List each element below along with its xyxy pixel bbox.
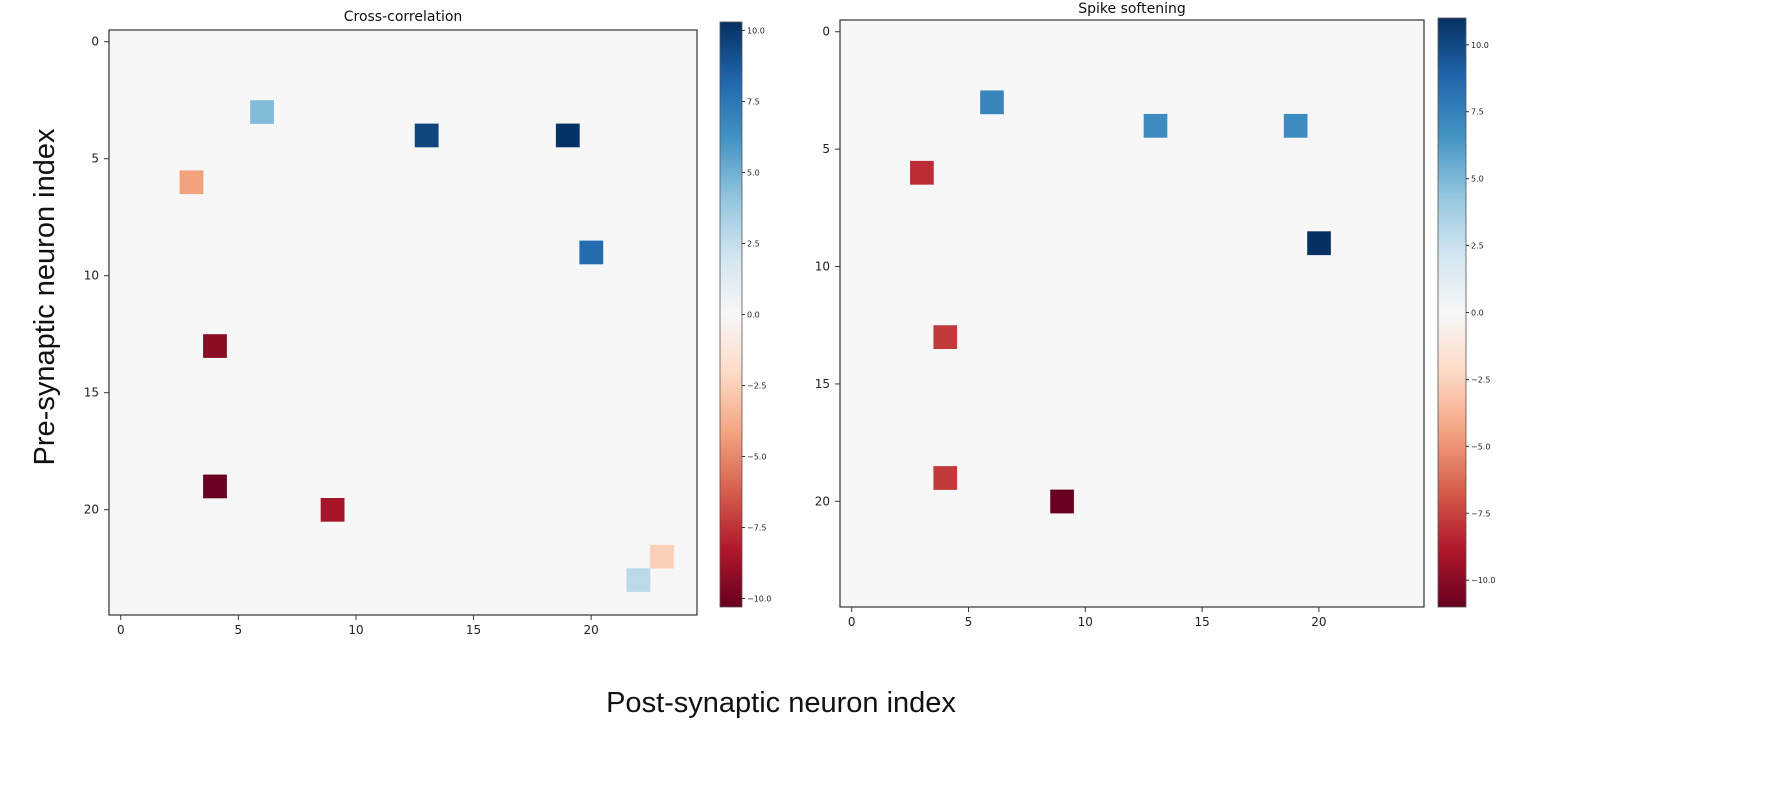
plot-frame — [839, 19, 1425, 608]
y-tick-label: 5 — [822, 142, 830, 156]
heatmap-cell — [414, 123, 439, 148]
x-tick-label: 20 — [584, 623, 599, 637]
colorbar — [719, 21, 743, 608]
y-tick-label: 10 — [815, 260, 830, 274]
x-tick-label: 0 — [117, 623, 125, 637]
heatmap-cell — [1050, 489, 1074, 514]
heatmap-cell — [910, 160, 934, 185]
heatmap-cell — [1307, 231, 1331, 256]
colorbar-tick-label: −10.0 — [747, 594, 772, 603]
colorbar-tick-label: 10.0 — [747, 27, 765, 36]
colorbar-tick-label: −7.5 — [1471, 509, 1490, 518]
heatmap-cell — [250, 100, 274, 124]
heatmap-cell — [1143, 113, 1168, 138]
colorbar-tick-label: −2.5 — [1471, 375, 1490, 384]
y-tick-label: 15 — [84, 386, 99, 400]
y-tick-label: 5 — [91, 152, 99, 166]
colorbar-tick-label: 5.0 — [747, 169, 760, 178]
x-tick-label: 15 — [1194, 615, 1209, 629]
colorbar-tick-label: 7.5 — [747, 98, 760, 107]
colorbar-tick-label: 0.0 — [1471, 309, 1484, 318]
heatmap-cell — [980, 90, 1004, 115]
heatmap-panel-2: Spike softening 0 5 10 15 20 0 5 10 15 20 10.0 7.5 5.… — [815, 1, 1496, 629]
heatmap-cell — [933, 466, 958, 490]
plot-frame — [108, 29, 698, 616]
y-tick-label: 0 — [822, 25, 830, 39]
y-tick-label: 10 — [84, 269, 99, 283]
x-tick-label: 10 — [1078, 615, 1093, 629]
heatmap-cell — [320, 498, 345, 522]
y-tick-label: 15 — [815, 377, 830, 391]
heatmap-cell — [555, 123, 580, 148]
y-tick-label: 20 — [84, 503, 99, 517]
colorbar — [1437, 17, 1467, 608]
heatmap-background — [840, 20, 1424, 607]
colorbar-tick-label: 7.5 — [1471, 108, 1484, 117]
heatmap-cell — [203, 334, 227, 358]
heatmap-cell — [203, 474, 227, 499]
chart-title: Spike softening — [1078, 1, 1186, 17]
x-tick-label: 0 — [848, 615, 856, 629]
heatmap-cell — [649, 544, 674, 569]
heatmap-panel-1: Cross-correlation 0 5 10 15 20 0 5 10 15 20 10.0 7.5… — [84, 9, 772, 637]
x-tick-label: 5 — [235, 623, 243, 637]
colorbar-tick-label: −5.0 — [1471, 442, 1490, 451]
colorbar-tick-label: 5.0 — [1471, 175, 1484, 184]
x-tick-label: 10 — [348, 623, 363, 637]
colorbar-tick-label: 10.0 — [1471, 41, 1489, 50]
heatmap-cell — [179, 170, 204, 195]
colorbar-tick-label: 0.0 — [747, 311, 760, 320]
colorbar-tick-label: −5.0 — [747, 452, 766, 461]
heatmap-cell — [626, 568, 651, 592]
y-tick-label: 0 — [91, 35, 99, 49]
y-axis-label: Pre-synaptic neuron index — [29, 128, 61, 465]
colorbar-tick-label: −10.0 — [1471, 576, 1496, 585]
chart-title: Cross-correlation — [344, 9, 463, 25]
x-tick-label: 5 — [965, 615, 973, 629]
heatmap-cell — [933, 325, 958, 350]
colorbar-tick-label: 2.5 — [747, 240, 760, 249]
x-tick-label: 20 — [1311, 615, 1326, 629]
colorbar-tick-label: −7.5 — [747, 523, 766, 532]
colorbar-tick-label: 2.5 — [1471, 242, 1484, 251]
x-tick-label: 15 — [466, 623, 481, 637]
heatmap-cell — [1283, 113, 1308, 138]
heatmap-cell — [579, 240, 604, 265]
y-tick-label: 20 — [815, 494, 830, 508]
heatmap-background — [109, 30, 697, 615]
colorbar-tick-label: −2.5 — [747, 381, 766, 390]
x-axis-label: Post-synaptic neuron index — [606, 687, 956, 719]
